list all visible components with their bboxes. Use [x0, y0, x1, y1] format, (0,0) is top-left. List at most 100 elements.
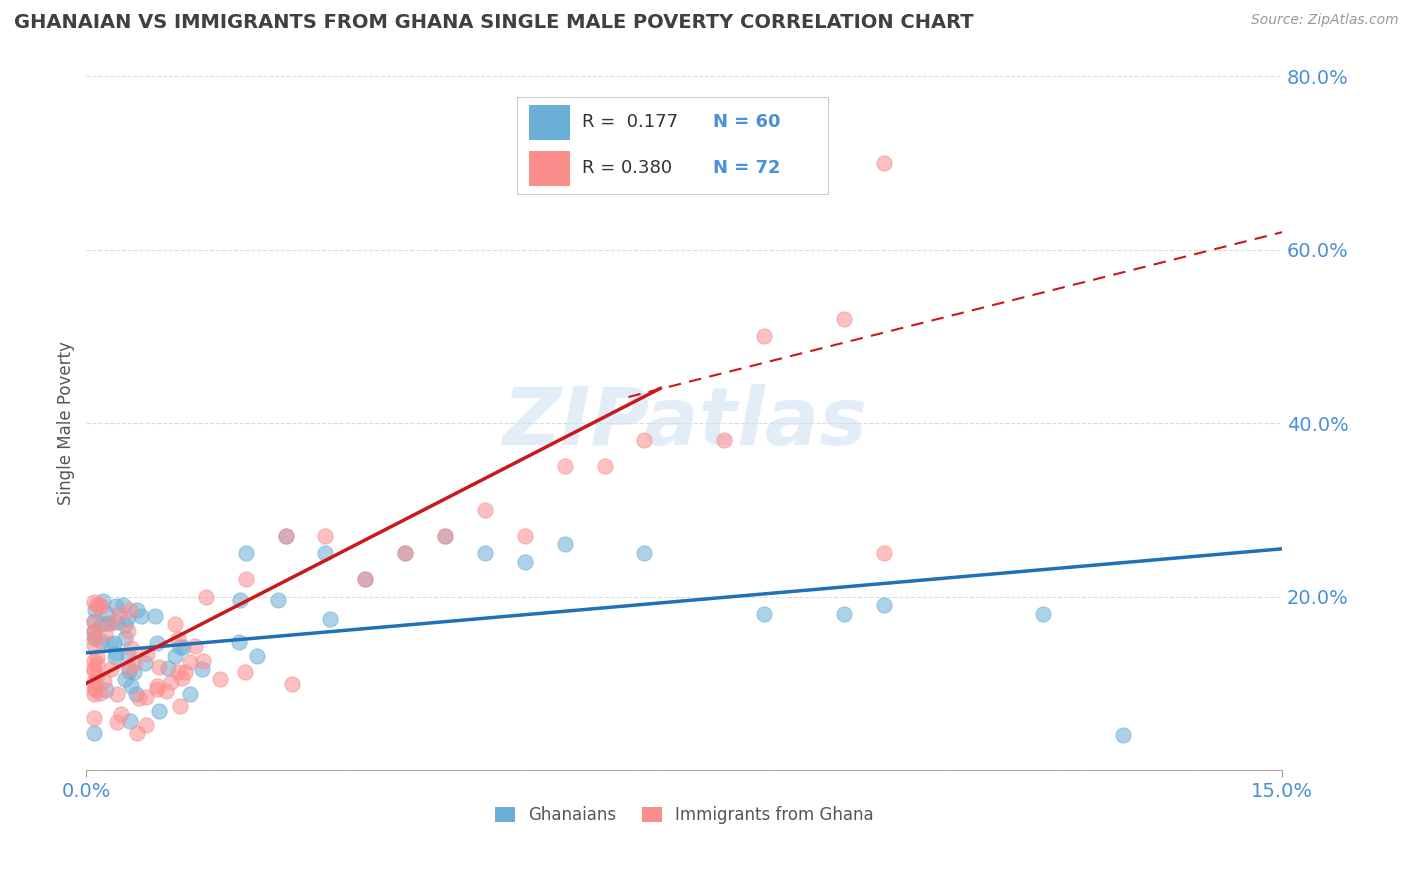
Point [107, 607, 129, 622]
Point [93, 626, 115, 640]
Point [91, 594, 114, 608]
Point [281, 677, 304, 691]
Point [83, 624, 105, 639]
Point [118, 665, 141, 679]
Point [120, 680, 142, 694]
Text: Source: ZipAtlas.com: Source: ZipAtlas.com [1251, 13, 1399, 28]
Point [474, 546, 496, 560]
Point [146, 679, 169, 693]
Point [1032, 607, 1054, 621]
Point [274, 529, 297, 543]
Point [117, 648, 139, 662]
Point [165, 616, 187, 631]
Point [93, 673, 115, 688]
Point [98, 637, 121, 651]
Point [100, 616, 122, 631]
Point [173, 665, 195, 680]
Point [129, 609, 152, 624]
Point [122, 656, 145, 670]
Point [83, 638, 105, 652]
Point [752, 607, 775, 621]
Point [114, 672, 136, 686]
Point [83, 675, 105, 690]
Point [96, 607, 118, 622]
Point [167, 665, 190, 679]
Point [125, 602, 148, 616]
Point [235, 572, 257, 586]
Point [124, 687, 146, 701]
Point [83, 595, 105, 609]
Point [593, 459, 616, 474]
Point [136, 647, 159, 661]
Point [87, 598, 110, 612]
Point [112, 598, 135, 612]
Point [554, 537, 576, 551]
Point [172, 640, 194, 655]
Point [872, 546, 894, 560]
Point [148, 704, 170, 718]
Y-axis label: Single Male Poverty: Single Male Poverty [58, 341, 75, 505]
Point [105, 647, 128, 661]
Point [118, 603, 141, 617]
Point [90, 617, 112, 632]
Point [84, 682, 107, 697]
Point [184, 640, 207, 654]
Point [83, 664, 105, 678]
Point [314, 529, 336, 543]
Point [127, 725, 149, 739]
Point [84, 603, 107, 617]
Point [474, 502, 496, 516]
Point [394, 546, 416, 560]
Point [83, 726, 105, 740]
Point [194, 590, 217, 604]
Point [146, 636, 169, 650]
Point [513, 555, 536, 569]
Point [86, 657, 108, 671]
Point [274, 529, 297, 543]
Point [169, 698, 191, 713]
Point [83, 661, 105, 675]
Point [266, 592, 288, 607]
Point [160, 674, 183, 689]
Point [110, 706, 132, 721]
Point [191, 662, 214, 676]
Point [752, 329, 775, 343]
Point [143, 608, 166, 623]
Point [246, 649, 269, 664]
Point [105, 615, 128, 629]
Point [235, 546, 257, 560]
Point [97, 615, 120, 630]
Point [1112, 728, 1135, 742]
Point [633, 546, 655, 560]
Point [135, 690, 157, 705]
Point [314, 546, 336, 560]
Point [832, 607, 855, 621]
Point [163, 649, 186, 664]
Point [100, 662, 122, 676]
Point [872, 598, 894, 612]
Point [83, 681, 105, 695]
Point [86, 598, 108, 612]
Legend: Ghanaians, Immigrants from Ghana: Ghanaians, Immigrants from Ghana [495, 806, 873, 824]
Point [354, 572, 377, 586]
Point [209, 672, 232, 686]
Point [228, 635, 250, 649]
Point [179, 655, 201, 669]
Point [169, 640, 191, 655]
Point [115, 612, 138, 626]
Point [146, 682, 169, 697]
Point [83, 711, 105, 725]
Point [434, 529, 457, 543]
Text: GHANAIAN VS IMMIGRANTS FROM GHANA SINGLE MALE POVERTY CORRELATION CHART: GHANAIAN VS IMMIGRANTS FROM GHANA SINGLE… [14, 13, 974, 32]
Point [318, 612, 340, 626]
Point [86, 650, 108, 665]
Point [354, 572, 377, 586]
Point [96, 682, 118, 697]
Point [191, 654, 214, 668]
Point [103, 636, 125, 650]
Point [172, 672, 194, 686]
Point [104, 599, 127, 614]
Point [105, 715, 128, 730]
Point [179, 687, 201, 701]
Point [83, 614, 105, 628]
